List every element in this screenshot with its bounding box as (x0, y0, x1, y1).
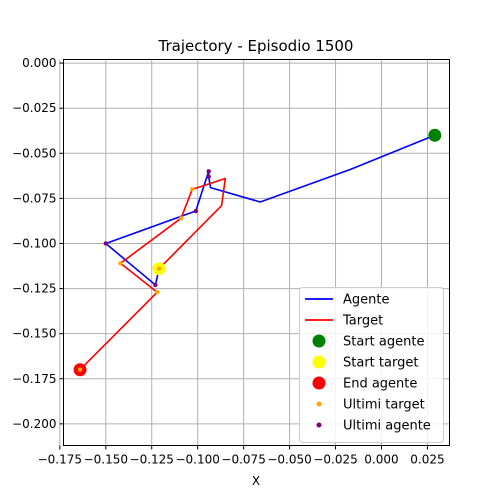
legend-label-end-agente: End agente (343, 377, 417, 392)
x-axis-label: X (252, 474, 260, 488)
ultimi-target-point (156, 266, 162, 271)
legend-swatch-start-agente (312, 334, 326, 348)
legend-label-agente: Agente (343, 293, 389, 308)
legend-swatch-end-agente (312, 376, 326, 390)
legend: Agente Target Start agente Start target End … (299, 287, 444, 443)
grid (59, 59, 450, 446)
x-tick-label: −0.175 (38, 453, 82, 467)
start-agente-marker (428, 128, 442, 142)
y-tick-label: −0.025 (12, 101, 56, 115)
y-tick-label: −0.100 (12, 236, 56, 250)
ultimi-target-point (118, 261, 123, 266)
ultimi-agente-point (206, 169, 211, 174)
ultimi-agente-point (206, 174, 211, 179)
ultimi-agente-point (103, 241, 108, 246)
y-tick-label: −0.175 (12, 372, 56, 386)
legend-label-start-target: Start target (343, 356, 418, 371)
x-axis: −0.175 −0.150 −0.125 −0.100 −0.075 −0.050 −0.0… (38, 445, 445, 467)
y-tick-label: −0.075 (12, 191, 56, 205)
ultimi-target-point (189, 187, 195, 192)
chart-title: Trajectory - Episodio 1500 (158, 37, 354, 55)
legend-label-start-agente: Start agente (343, 335, 424, 350)
legend-label-ultimi-target: Ultimi target (343, 398, 425, 413)
x-tick-label: −0.100 (175, 453, 219, 467)
y-axis: 0.000 −0.025 −0.050 −0.075 −0.100 −0.125 −0.15… (12, 56, 64, 431)
y-tick-label: −0.050 (12, 146, 56, 160)
x-tick-label: −0.050 (267, 453, 311, 467)
x-tick-label: 0.025 (410, 453, 444, 467)
ultimi-agente-point (153, 282, 158, 288)
ultimi-target-point (77, 367, 83, 372)
agente-line (105, 134, 436, 286)
ultimi-agente-point (193, 208, 199, 214)
legend-label-ultimi-agente: Ultimi agente (343, 419, 431, 434)
legend-swatch-ultimi-agente (316, 422, 322, 428)
ultimi-target-point (178, 216, 184, 221)
x-tick-label: 0.000 (364, 453, 398, 467)
x-tick-label: −0.125 (130, 453, 174, 467)
x-tick-label: −0.025 (313, 453, 357, 467)
legend-swatch-start-target (312, 355, 326, 369)
legend-label-target: Target (342, 314, 383, 329)
marker-layer (73, 128, 442, 377)
y-tick-label: −0.150 (12, 327, 56, 341)
ultimi-target-point (155, 289, 160, 295)
y-tick-label: 0.000 (22, 56, 56, 70)
y-tick-label: −0.200 (12, 417, 56, 431)
plot-frame (63, 59, 450, 446)
series-layer (79, 134, 436, 371)
y-tick-label: −0.125 (12, 282, 56, 296)
legend-box (299, 287, 444, 443)
target-line (79, 177, 227, 371)
legend-swatch-ultimi-target (316, 401, 322, 407)
x-tick-label: −0.075 (221, 453, 265, 467)
x-tick-label: −0.150 (84, 453, 128, 467)
